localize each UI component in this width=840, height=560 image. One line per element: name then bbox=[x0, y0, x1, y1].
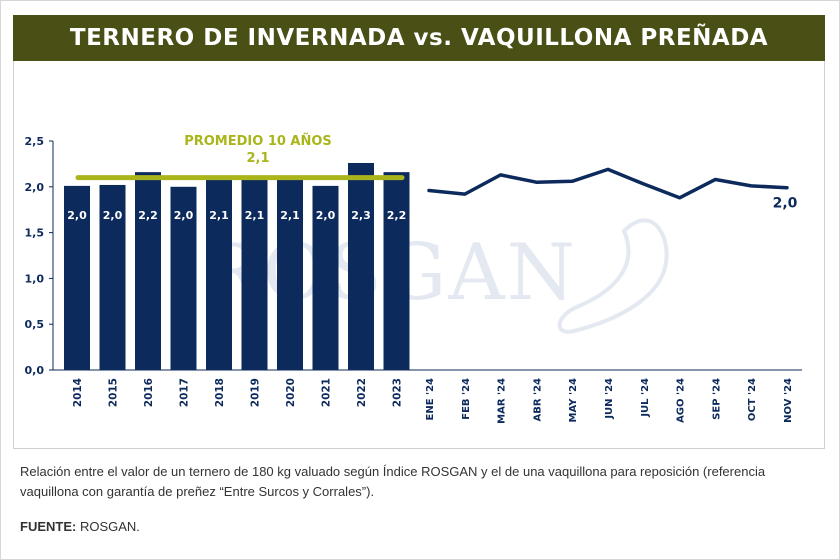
bar-value-label: 2,1 bbox=[280, 209, 300, 222]
bar-2016 bbox=[135, 172, 161, 370]
bar-value-label: 2,0 bbox=[67, 209, 87, 222]
bar-2019 bbox=[241, 177, 268, 370]
y-tick-label: 0,5 bbox=[25, 318, 45, 331]
y-tick-label: 0,0 bbox=[25, 364, 45, 377]
x-tick-label-month: FEB '24 bbox=[461, 378, 472, 420]
bar-2023 bbox=[383, 172, 410, 370]
x-tick-label-year: 2022 bbox=[356, 378, 368, 407]
x-tick-label-month: NOV '24 bbox=[783, 378, 794, 423]
x-tick-label-year: 2016 bbox=[143, 378, 155, 407]
x-tick-label-month: ABR '24 bbox=[532, 378, 543, 422]
bar-value-label: 2,1 bbox=[209, 209, 229, 222]
y-tick-label: 1,5 bbox=[25, 227, 45, 240]
monthly-point bbox=[606, 167, 610, 171]
monthly-point bbox=[749, 184, 753, 188]
x-tick-label-year: 2023 bbox=[392, 378, 404, 407]
y-tick-label: 1,0 bbox=[25, 272, 45, 285]
average-value-label: 2,1 bbox=[246, 151, 269, 166]
x-tick-label-month: SEP '24 bbox=[711, 378, 722, 420]
monthly-point bbox=[642, 182, 646, 186]
bar-2014 bbox=[64, 185, 90, 370]
monthly-end-label: 2,0 bbox=[773, 196, 798, 212]
monthly-point bbox=[463, 192, 467, 196]
bar-value-label: 2,1 bbox=[245, 209, 265, 222]
bar-value-label: 2,0 bbox=[174, 209, 194, 222]
bar-2017 bbox=[170, 186, 197, 370]
monthly-point bbox=[570, 179, 574, 183]
y-tick-label: 2,5 bbox=[25, 135, 45, 148]
chart-panel: ROSGAN0,00,51,01,52,02,52,020142,020152,… bbox=[13, 61, 825, 449]
source-label: FUENTE: bbox=[20, 519, 77, 534]
chart-svg: ROSGAN0,00,51,01,52,02,52,020142,020152,… bbox=[25, 133, 802, 424]
monthly-point bbox=[427, 188, 431, 192]
chart-description: Relación entre el valor de un ternero de… bbox=[20, 464, 766, 499]
bar-2021 bbox=[312, 185, 339, 370]
x-tick-label-year: 2019 bbox=[250, 378, 262, 407]
x-tick-label-month: ENE '24 bbox=[425, 378, 436, 421]
bar-2020 bbox=[277, 177, 303, 370]
average-label: PROMEDIO 10 AÑOS bbox=[184, 133, 332, 149]
bar-value-label: 2,0 bbox=[103, 209, 123, 222]
bar-value-label: 2,0 bbox=[316, 209, 336, 222]
source-value: ROSGAN. bbox=[76, 519, 140, 534]
monthly-point bbox=[785, 186, 789, 190]
chart-title: TERNERO DE INVERNADA vs. VAQUILLONA PREÑ… bbox=[13, 15, 825, 61]
bar-2018 bbox=[206, 177, 232, 370]
bar-value-label: 2,3 bbox=[351, 209, 371, 222]
monthly-point bbox=[499, 173, 503, 177]
monthly-point bbox=[713, 177, 717, 181]
bar-value-label: 2,2 bbox=[387, 209, 407, 222]
monthly-point bbox=[534, 180, 538, 184]
x-tick-label-year: 2015 bbox=[108, 378, 120, 407]
monthly-series-line bbox=[427, 167, 789, 200]
x-tick-label-year: 2021 bbox=[321, 378, 333, 407]
x-tick-label-month: MAY '24 bbox=[568, 378, 579, 422]
x-tick-label-year: 2014 bbox=[72, 378, 84, 407]
y-tick-label: 2,0 bbox=[25, 181, 45, 194]
source-note: FUENTE: ROSGAN. bbox=[20, 519, 140, 534]
x-tick-label-month: JUL '24 bbox=[640, 378, 651, 418]
bar-2022 bbox=[348, 162, 374, 370]
x-tick-label-month: AGO '24 bbox=[676, 378, 687, 423]
watermark-bull-icon bbox=[557, 218, 669, 334]
x-tick-label-year: 2018 bbox=[214, 378, 226, 407]
x-tick-label-month: OCT '24 bbox=[747, 378, 758, 421]
x-tick-label-month: JUN '24 bbox=[604, 378, 615, 420]
monthly-point bbox=[678, 196, 682, 200]
bar-value-label: 2,2 bbox=[138, 209, 158, 222]
bar-2015 bbox=[99, 184, 126, 370]
x-tick-label-year: 2017 bbox=[179, 378, 191, 407]
x-tick-label-year: 2020 bbox=[285, 378, 297, 407]
x-tick-label-month: MAR '24 bbox=[497, 378, 508, 424]
